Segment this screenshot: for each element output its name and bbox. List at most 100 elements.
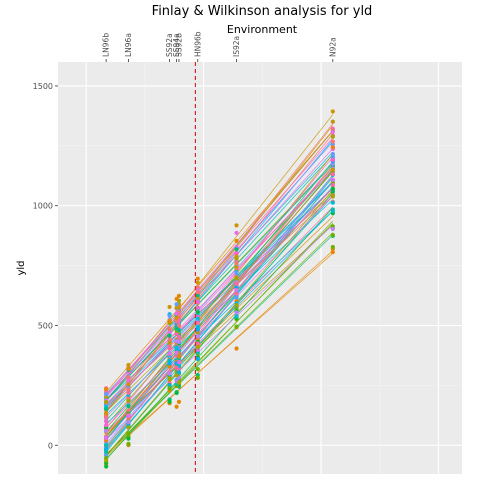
genotype-point [195,356,200,361]
genotype-point [174,319,179,324]
y-axis-title: yld [16,260,27,275]
y-tick-label: 0 [48,441,53,450]
genotype-line [105,210,334,437]
genotype-point [234,346,239,351]
genotype-line [105,163,334,450]
genotype-point [330,194,335,199]
genotype-point [176,293,182,298]
env-label: SS92b [174,33,183,57]
genotype-point [176,370,182,375]
genotype-line [105,130,334,402]
genotype-point [234,291,239,296]
genotype-point [195,284,200,290]
genotype-point [176,334,182,339]
genotype-lines [105,114,334,460]
genotype-point [167,326,172,332]
genotype-point [104,458,109,463]
genotype-point [330,119,335,124]
genotype-point [330,226,335,232]
genotype-point [174,311,179,316]
genotype-point [104,392,109,397]
genotype-point [167,399,172,404]
genotype-point [234,287,239,293]
genotype-point [234,270,239,275]
genotype-point [330,139,335,144]
genotype-line [105,188,334,429]
chart-subtitle: Environment [227,23,298,36]
genotype-line [105,193,334,395]
genotype-point [234,275,239,280]
genotype-point [167,333,172,338]
genotype-point [330,145,335,150]
genotype-point [167,337,172,342]
genotype-point [330,157,335,162]
genotype-point [330,109,335,114]
env-label: N92a [328,37,337,57]
genotype-point [167,376,172,381]
genotype-point [126,382,131,387]
genotype-point [174,296,179,301]
genotype-point [195,300,200,305]
env-label: SS92a [165,33,174,57]
genotype-point [167,386,172,391]
genotype-point [330,134,335,139]
genotype-point [167,340,172,345]
genotype-point [104,443,109,448]
genotype-line [105,130,334,393]
genotype-point [330,129,335,134]
genotype-point [167,358,172,363]
genotype-line [105,125,334,413]
genotype-point [234,281,239,287]
env-label: LN96a [124,33,133,57]
genotype-point [234,295,239,300]
chart-title: Finlay & Wilkinson analysis for yld [152,4,373,19]
genotype-line [105,189,334,456]
genotype-point [176,354,182,359]
genotype-line [105,192,334,457]
genotype-point [126,425,131,430]
genotype-point [176,305,182,310]
genotype-line [105,123,334,411]
genotype-point [104,419,109,424]
genotype-line [105,148,334,400]
genotype-line [105,154,334,402]
y-tick-label: 500 [38,321,53,330]
genotype-point [167,371,172,376]
genotype-point [330,167,335,172]
genotype-point [174,390,179,395]
genotype-point [126,387,131,392]
y-tick-label: 1500 [33,82,53,91]
genotype-point [195,345,200,350]
genotype-point [176,360,182,365]
genotype-point [104,423,109,428]
genotype-point [234,310,239,315]
genotype-point [234,314,239,319]
genotype-point [167,351,172,356]
genotype-point [174,315,179,321]
genotype-point [126,413,131,418]
genotype-point [234,223,239,228]
genotype-point [126,408,131,413]
env-label: LN96b [102,33,111,57]
genotype-point [104,411,109,416]
genotype-point [167,361,172,366]
y-tick-label: 1000 [33,202,53,211]
genotype-point [195,341,200,346]
genotype-point [126,441,131,446]
genotype-point [195,320,200,326]
genotype-line [105,224,334,440]
genotype-point [330,249,335,255]
genotype-line [105,253,334,455]
genotype-line [105,195,334,434]
genotype-point [174,373,179,378]
genotype-line [105,133,334,413]
genotype-point [195,305,200,310]
genotype-point [174,350,179,355]
genotype-point [104,450,109,455]
genotype-point [104,387,109,392]
genotype-line [105,164,334,401]
genotype-point [167,364,172,369]
genotype-point [126,431,131,436]
